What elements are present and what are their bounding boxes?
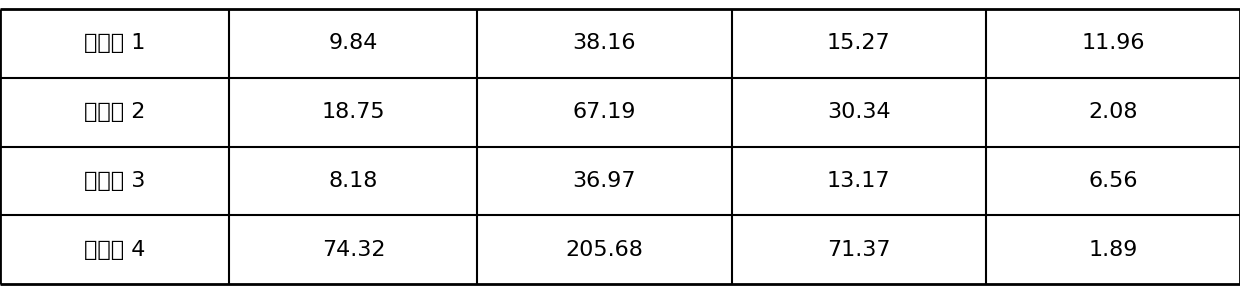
Text: 对比例 2: 对比例 2 (84, 102, 145, 122)
Text: 2.08: 2.08 (1089, 102, 1137, 122)
Text: 67.19: 67.19 (573, 102, 636, 122)
Text: 74.32: 74.32 (321, 240, 386, 260)
Text: 38.16: 38.16 (573, 33, 636, 53)
Text: 9.84: 9.84 (329, 33, 378, 53)
Text: 205.68: 205.68 (565, 240, 644, 260)
Text: 对比例 4: 对比例 4 (84, 240, 145, 260)
Text: 18.75: 18.75 (321, 102, 386, 122)
Text: 36.97: 36.97 (573, 171, 636, 191)
Text: 11.96: 11.96 (1081, 33, 1145, 53)
Text: 对比例 1: 对比例 1 (84, 33, 145, 53)
Text: 8.18: 8.18 (329, 171, 378, 191)
Text: 13.17: 13.17 (827, 171, 890, 191)
Text: 30.34: 30.34 (827, 102, 890, 122)
Text: 对比例 3: 对比例 3 (84, 171, 145, 191)
Text: 6.56: 6.56 (1089, 171, 1137, 191)
Text: 71.37: 71.37 (827, 240, 890, 260)
Text: 15.27: 15.27 (827, 33, 890, 53)
Text: 1.89: 1.89 (1089, 240, 1137, 260)
